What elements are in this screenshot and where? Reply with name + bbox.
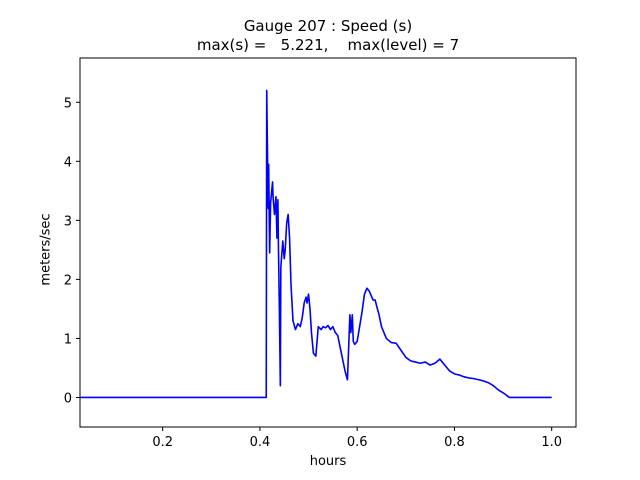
- y-axis: 0 1 2 3 4 5: [64, 96, 80, 406]
- y-tick-label: 4: [64, 155, 72, 170]
- x-tick-label: 1.0: [541, 435, 562, 450]
- x-tick-label: 0.4: [250, 435, 271, 450]
- y-tick-label: 3: [64, 214, 72, 229]
- y-axis-label: meters/sec: [38, 213, 54, 286]
- x-tick-label: 0.8: [444, 435, 465, 450]
- x-axis-label: hours: [309, 454, 347, 469]
- x-tick-label: 0.2: [152, 435, 173, 450]
- chart-subtitle: max(s) = 5.221, max(level) = 7: [196, 36, 460, 54]
- series-line-1: [80, 89, 552, 399]
- y-tick-label: 1: [64, 332, 72, 347]
- y-tick-label: 0: [64, 391, 72, 406]
- y-tick-label: 2: [64, 273, 72, 288]
- y-tick-label: 5: [64, 96, 72, 111]
- x-tick-label: 0.6: [347, 435, 368, 450]
- chart-title: Gauge 207 : Speed (s): [243, 17, 413, 35]
- x-axis: 0.2 0.4 0.6 0.8 1.0: [152, 427, 562, 450]
- plot-marks: [80, 89, 552, 399]
- axes-frame: [79, 57, 577, 428]
